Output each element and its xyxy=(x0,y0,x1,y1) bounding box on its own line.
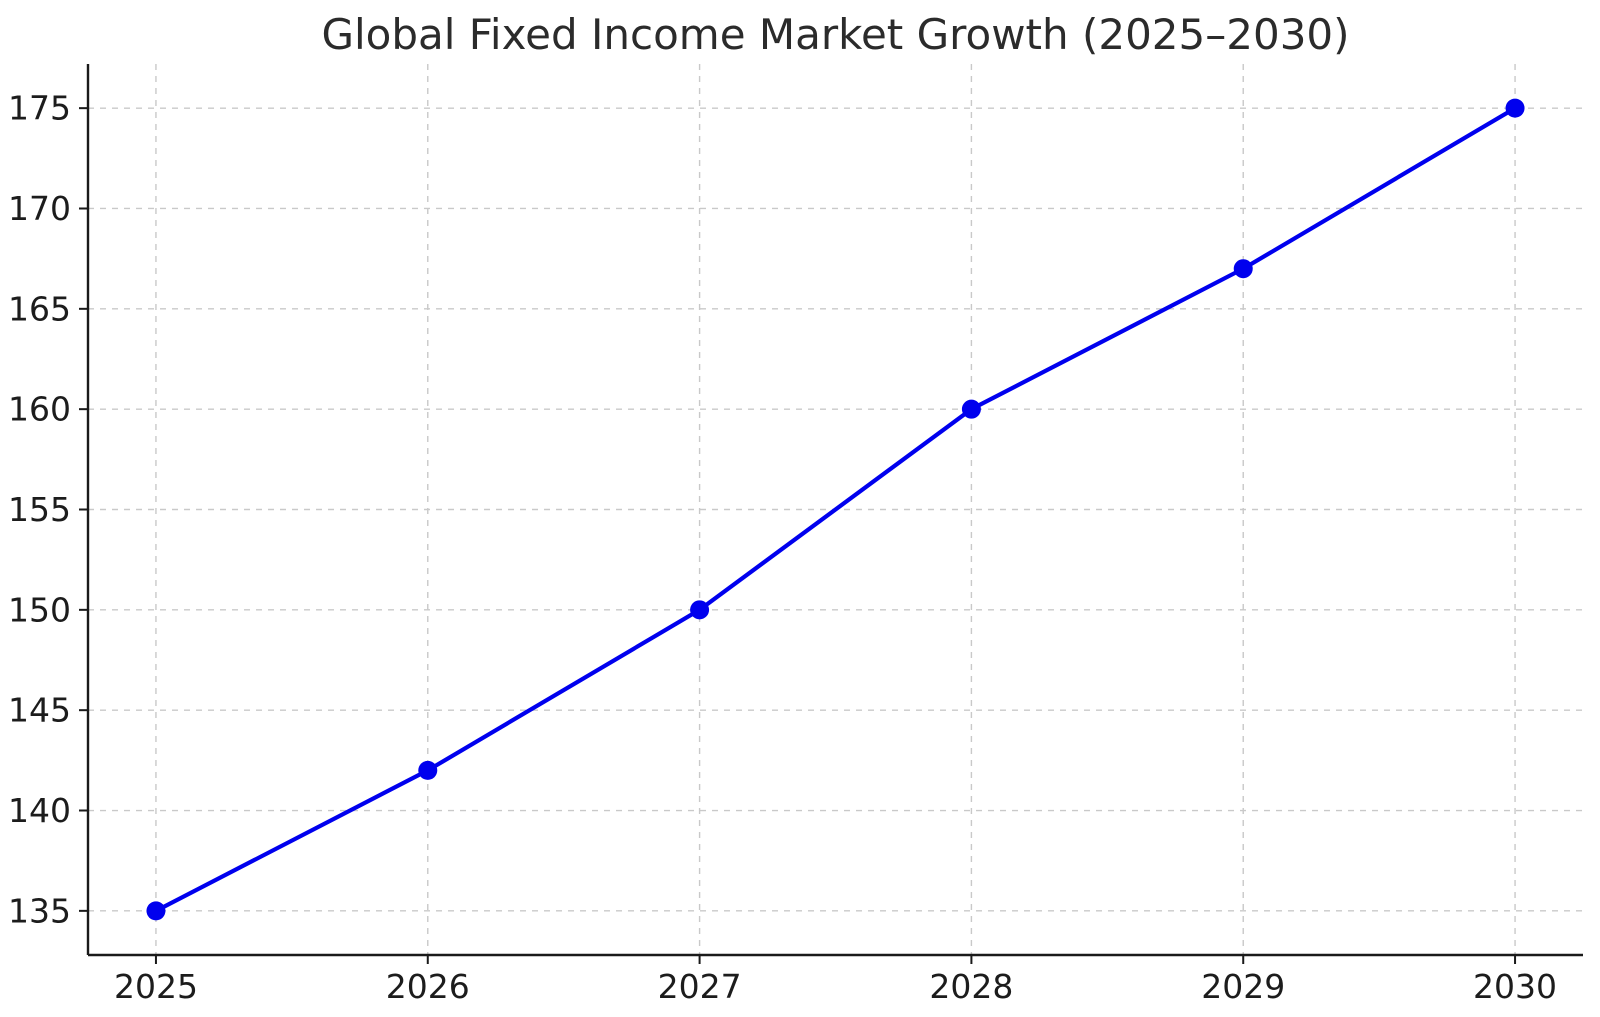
x-tick-label: 2028 xyxy=(929,967,1013,1006)
y-tick-label: 145 xyxy=(8,691,71,730)
data-point-marker xyxy=(146,901,166,921)
data-point-marker xyxy=(1233,259,1253,279)
data-point-marker xyxy=(418,760,438,780)
x-tick-label: 2025 xyxy=(114,967,198,1006)
y-tick-label: 135 xyxy=(8,891,71,930)
y-tick-label: 165 xyxy=(8,289,71,328)
y-tick-label: 140 xyxy=(8,791,71,830)
chart-title: Global Fixed Income Market Growth (2025–… xyxy=(321,10,1350,59)
data-point-marker xyxy=(690,600,710,620)
data-point-marker xyxy=(1505,98,1525,118)
x-tick-label: 2030 xyxy=(1473,967,1557,1006)
y-tick-label: 175 xyxy=(8,89,71,128)
x-tick-label: 2026 xyxy=(386,967,470,1006)
x-tick-label: 2027 xyxy=(658,967,742,1006)
series-line xyxy=(153,106,1518,913)
y-tick-label: 170 xyxy=(8,189,71,228)
y-tick-label: 160 xyxy=(8,390,71,429)
x-tick-label: 2029 xyxy=(1201,967,1285,1006)
data-point-marker xyxy=(961,399,981,419)
y-tick-label: 150 xyxy=(8,590,71,629)
y-tick-label: 155 xyxy=(8,490,71,529)
